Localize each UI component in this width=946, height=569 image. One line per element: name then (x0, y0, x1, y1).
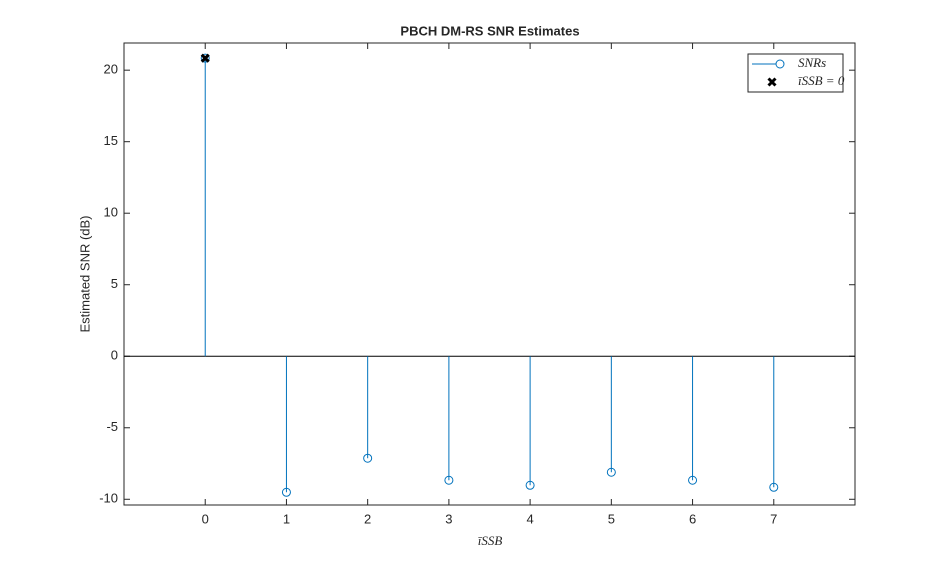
y-tick-label: 5 (111, 276, 118, 291)
legend-marker (767, 77, 777, 87)
x-tick-label: 3 (445, 511, 452, 526)
stem-marker (769, 482, 779, 492)
x-axis-label: īSSB (478, 533, 503, 548)
legend-marker (775, 59, 785, 69)
stem-marker (688, 475, 698, 485)
legend-label: īSSB = 0 (798, 73, 845, 88)
stem-marker (281, 487, 291, 497)
y-tick-label: 20 (104, 62, 118, 77)
stem-marker (606, 467, 616, 477)
x-tick-label: 0 (202, 511, 209, 526)
y-tick-label: 0 (111, 348, 118, 363)
x-marker-stroke (200, 53, 210, 63)
stem-marker (200, 53, 210, 63)
y-tick-label: 10 (104, 205, 118, 220)
x-marker (200, 53, 210, 63)
x-tick-label: 4 (526, 511, 533, 526)
plot-area (123, 42, 856, 506)
y-axis-label: Estimated SNR (dB) (77, 215, 92, 332)
x-tick-label: 5 (608, 511, 615, 526)
x-tick-label: 6 (689, 511, 696, 526)
x-tick-label: 1 (283, 511, 290, 526)
stem-marker (363, 453, 373, 463)
legend-label: SNRs (798, 55, 826, 70)
stem-marker (444, 475, 454, 485)
y-tick-label: -5 (106, 419, 118, 434)
chart-title: PBCH DM-RS SNR Estimates (400, 23, 579, 38)
x-tick-label: 7 (770, 511, 777, 526)
x-tick-label: 2 (364, 511, 371, 526)
y-tick-label: -10 (99, 491, 118, 506)
stem-marker (525, 480, 535, 490)
legend-box (747, 53, 844, 93)
y-tick-label: 15 (104, 133, 118, 148)
